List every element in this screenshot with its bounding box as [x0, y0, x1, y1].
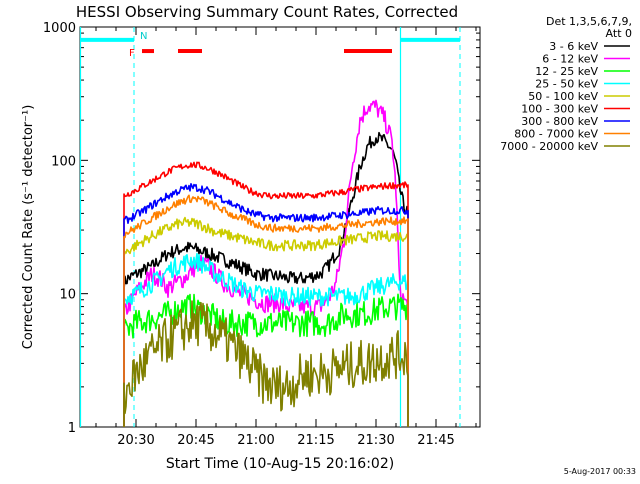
chart-title: HESSI Observing Summary Count Rates, Cor… [76, 3, 458, 21]
series-line [123, 99, 409, 427]
legend-label: 50 - 100 keV [528, 90, 598, 103]
series-line [123, 216, 409, 427]
x-tick-label: 21:00 [237, 433, 274, 448]
series-line [123, 131, 409, 427]
series-group [123, 99, 409, 427]
y-tick-label: 1 [68, 421, 76, 436]
series-line [123, 161, 409, 427]
night-flag-label: N [140, 31, 147, 42]
legend-subtitle: Att 0 [606, 27, 632, 40]
series-line [123, 194, 409, 427]
series-line [123, 293, 409, 427]
y-tick-label: 1000 [43, 21, 76, 36]
x-axis-ticks: 20:30 20:45 21:00 21:15 21:30 21:45 [95, 27, 477, 448]
legend-label: 6 - 12 keV [542, 53, 598, 66]
legend-label: 300 - 800 keV [521, 115, 598, 128]
legend-label: 12 - 25 keV [535, 65, 598, 78]
x-tick-label: 21:30 [357, 433, 394, 448]
y-tick-label: 100 [51, 154, 76, 169]
legend-label: 800 - 7000 keV [514, 128, 598, 141]
x-tick-label: 21:45 [417, 433, 454, 448]
observing-annotations: FN [79, 27, 461, 427]
x-tick-label: 20:30 [117, 433, 154, 448]
x-tick-label: 21:15 [297, 433, 334, 448]
footer-timestamp: 5-Aug-2017 00:33 [564, 467, 636, 476]
legend-label: 25 - 50 keV [535, 78, 598, 91]
x-axis-label: Start Time (10-Aug-15 20:16:02) [166, 456, 394, 472]
legend-label: 7000 - 20000 keV [500, 140, 598, 153]
flare-flag-label: F [129, 48, 135, 59]
series-line [123, 252, 409, 427]
legend-title: Det 1,3,5,6,7,9, [546, 15, 632, 28]
series-line [123, 300, 409, 427]
legend-label: 100 - 300 keV [521, 103, 598, 116]
x-tick-label: 20:45 [177, 433, 214, 448]
y-tick-label: 10 [59, 288, 76, 303]
y-axis-label: Corrected Count Rate (s⁻¹ detector⁻¹) [21, 105, 36, 350]
legend-label: 3 - 6 keV [549, 40, 598, 53]
series-line [123, 183, 409, 427]
